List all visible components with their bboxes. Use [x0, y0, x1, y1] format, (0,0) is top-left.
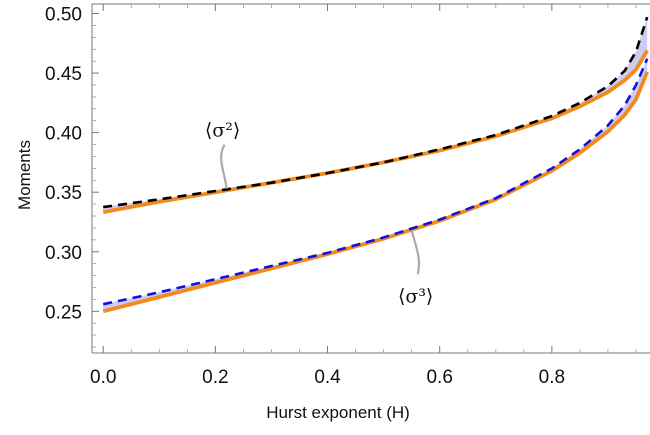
- series-lines: [102, 16, 649, 314]
- annotations: ⟨σ²⟩ ⟨σ³⟩: [205, 120, 433, 308]
- annotation-label-1: ⟨σ²⟩: [205, 120, 240, 142]
- series-line-m3_approx: [102, 58, 649, 306]
- shaded-band-2: [103, 58, 648, 312]
- y-tick-label: 0.40: [45, 124, 82, 145]
- annotation-leader-1: [220, 144, 228, 189]
- y-tick-label: 0.30: [45, 243, 82, 264]
- series-line-m3_exact: [102, 71, 649, 314]
- series-line-m2_approx: [103, 16, 649, 209]
- annotation-leader-2: [410, 230, 421, 275]
- y-tick-label: 0.45: [45, 64, 82, 85]
- series-line-m2_exact: [102, 49, 649, 214]
- annotation-label-2: ⟨σ³⟩: [398, 285, 433, 307]
- x-tick-label: 0.4: [314, 367, 341, 388]
- x-tick-label: 0.8: [539, 367, 565, 388]
- x-tick-label: 0.0: [90, 367, 116, 388]
- x-tick-label: 0.2: [202, 367, 228, 388]
- x-axis-title: Hurst exponent (H): [266, 403, 410, 422]
- x-tick-label: 0.6: [426, 367, 452, 388]
- y-tick-label: 0.25: [45, 302, 82, 323]
- axes-frame: [91, 3, 650, 354]
- shaded-band-1: [103, 17, 648, 213]
- y-tick-label: 0.35: [45, 183, 82, 204]
- axis-ticks: 0.0 0.2 0.4 0.6 0.8 0.25 0.30 0.35 0.40 0.45 0.50: [45, 4, 637, 388]
- y-tick-label: 0.50: [45, 5, 82, 26]
- y-axis-title: Moments: [15, 140, 34, 210]
